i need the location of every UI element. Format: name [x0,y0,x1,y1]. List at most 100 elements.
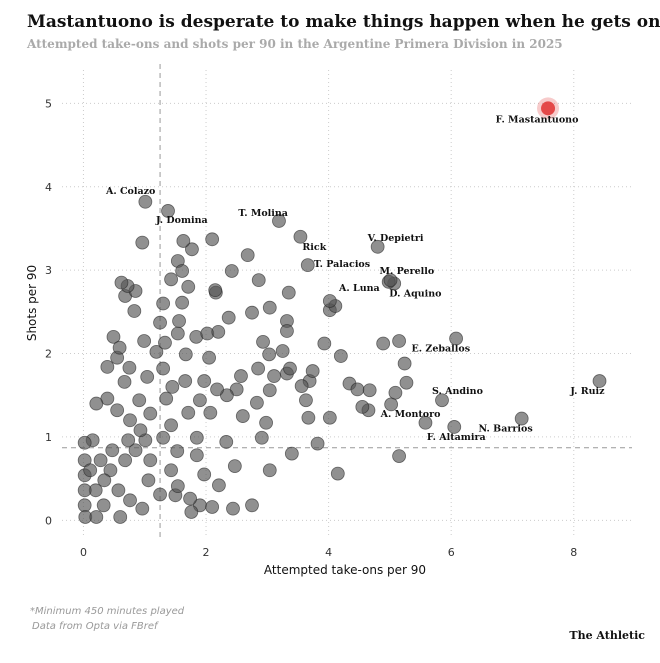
point [175,264,190,278]
point [83,463,98,478]
chart-subtitle: Attempted take-ons and shots per 90 in t… [26,37,563,51]
point [245,498,259,513]
point [275,344,290,358]
point [193,393,207,408]
point [170,479,185,494]
y-tick-label: 1 [45,431,52,444]
point [175,295,190,310]
point [205,232,220,247]
point [184,505,199,519]
point [256,334,270,349]
point [284,446,299,461]
y-tick-label: 5 [45,97,52,110]
point-highlight [541,101,556,116]
point [156,361,171,376]
x-tick-label: 4 [325,546,332,559]
point [141,473,156,488]
point [77,483,92,498]
point [178,374,193,388]
point [226,501,240,516]
point [165,379,180,394]
point [251,361,266,376]
point [114,275,129,290]
point [221,310,236,325]
point-label: F. Mastantuono [496,114,579,125]
note: *Minimum 450 minutes played [30,606,185,617]
point [294,379,309,393]
point [110,403,125,418]
point [159,391,174,406]
point [210,382,224,397]
point [105,443,120,458]
point [197,467,212,482]
point [267,369,281,383]
chart-title: Mastantuono is desperate to make things … [27,12,660,32]
point [100,359,115,374]
y-tick-label: 3 [45,264,52,277]
point [250,395,264,410]
point [262,463,277,478]
point-label: J. Ruiz [569,386,605,397]
point [262,347,277,362]
point [103,463,118,478]
point [224,264,239,278]
point [322,410,337,425]
x-tick-label: 0 [80,546,87,559]
point [259,415,273,430]
x-axis-label: Attempted take-ons per 90 [264,563,426,577]
point-label: N. Barrios [478,424,532,435]
point [262,383,277,398]
point [362,383,377,398]
point [251,273,266,288]
point [143,453,158,468]
point [227,459,242,474]
point [234,369,248,383]
point [305,364,320,378]
y-tick-label: 2 [45,348,52,361]
point [370,239,385,254]
point [514,411,529,426]
point [170,444,185,459]
point [149,344,164,359]
point [281,285,296,300]
y-axis-label: Shots per 90 [25,265,39,341]
point-label: A. Luna [338,283,380,294]
point [77,435,92,450]
point [317,336,332,351]
point [135,501,150,516]
point [219,435,234,449]
point [330,466,345,481]
point-label: D. Aquino [389,288,441,299]
point [181,279,196,294]
point [164,272,178,287]
point [202,350,216,365]
point [262,300,277,315]
point-label: Rick [302,242,326,253]
point [203,405,218,420]
point [283,361,297,376]
point-label: V. Depietri [367,233,424,244]
point [176,234,191,248]
point-label: S. Andino [432,386,483,397]
point [280,324,294,338]
point [447,420,462,434]
point [376,336,391,351]
point [272,214,286,228]
point [212,478,226,493]
point [350,382,365,397]
source: The Athletic [569,629,645,642]
y-tick-label: 4 [45,181,52,194]
point [189,448,204,463]
point [301,410,316,425]
x-tick-label: 2 [203,546,210,559]
point-label: F. Altamira [427,432,486,443]
point [143,406,158,421]
point [310,436,325,451]
point-label: M. Perello [380,266,435,277]
point [112,340,127,355]
point [106,329,121,344]
point [355,400,370,414]
point [208,283,223,298]
point [300,258,315,273]
